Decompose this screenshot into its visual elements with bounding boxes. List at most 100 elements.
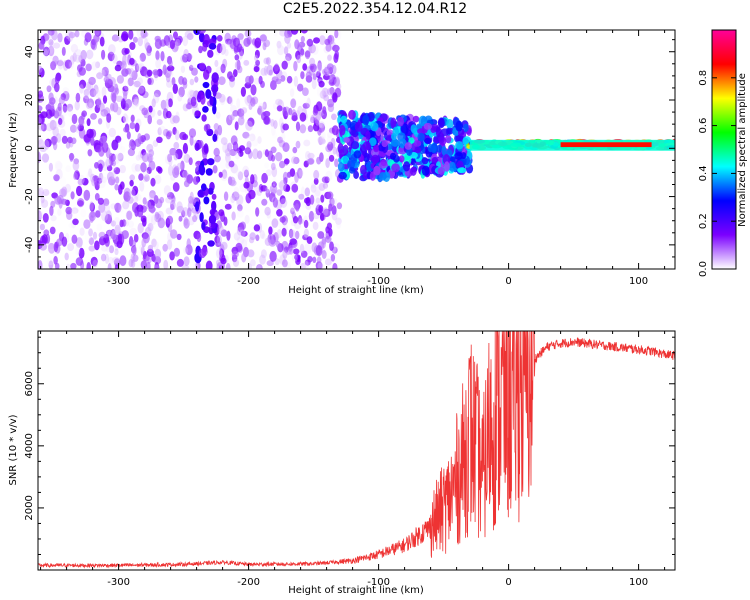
heatmap-cell [125, 68, 132, 75]
y-tick-label: -40 [24, 237, 35, 253]
heatmap-cell [68, 31, 76, 39]
heatmap-cell [153, 89, 161, 98]
x-tick-label: 100 [629, 276, 648, 287]
heatmap-cell [43, 49, 49, 59]
heatmap-cell [313, 169, 320, 180]
heatmap-cell [114, 248, 119, 256]
heatmap-cell [173, 31, 178, 40]
heatmap-cell [117, 233, 123, 245]
heatmap-cell [141, 238, 147, 248]
heatmap-cell [44, 33, 50, 41]
heatmap-cell [53, 255, 58, 265]
heatmap-cell [196, 93, 202, 103]
heatmap-cell [123, 90, 128, 101]
heatmap-cell [49, 119, 57, 131]
heatmap-cell [86, 262, 91, 269]
heatmap-cell [72, 218, 79, 226]
heatmap-cell [323, 94, 330, 102]
heatmap-cell [381, 139, 388, 148]
heatmap-cell [123, 79, 130, 91]
heatmap-cell [205, 123, 211, 131]
heatmap-cell [163, 35, 171, 46]
heatmap-cell [120, 98, 126, 110]
heatmap-cell [291, 183, 299, 193]
heatmap-cell [282, 249, 288, 259]
heatmap-cell [203, 69, 210, 80]
heatmap-cell [304, 187, 310, 197]
heatmap-cell [338, 171, 348, 180]
heatmap-cell [94, 162, 99, 169]
heatmap-cell [218, 209, 225, 217]
heatmap-cell [295, 121, 301, 132]
heatmap-cell [123, 115, 130, 124]
heatmap-cell [238, 150, 244, 157]
heatmap-cell [108, 245, 115, 254]
heatmap-cell [410, 124, 417, 134]
heatmap-cell [167, 153, 173, 163]
heatmap-cell [110, 103, 115, 112]
heatmap-cell [337, 143, 344, 154]
heatmap-cell [64, 59, 72, 69]
heatmap-cell [303, 219, 309, 229]
heatmap-cell [354, 121, 363, 132]
heatmap-cell [267, 150, 274, 162]
heatmap-cell [325, 158, 330, 169]
heatmap-cell [291, 253, 298, 262]
heatmap-cell [162, 243, 168, 252]
heatmap-cell [218, 143, 226, 152]
heatmap-cell [39, 96, 47, 106]
heatmap-cell [292, 248, 300, 255]
heatmap-cell [176, 258, 184, 267]
heatmap-cell [181, 210, 186, 218]
heatmap-cell [239, 221, 246, 231]
heatmap-cell [168, 165, 173, 176]
heatmap-cell [308, 210, 315, 222]
heatmap-cell [90, 137, 95, 146]
heatmap-cell [144, 38, 149, 49]
heatmap-cell [256, 189, 262, 196]
heatmap-cell [165, 131, 172, 140]
heatmap-cell [302, 63, 308, 71]
heatmap-cell [99, 36, 105, 47]
heatmap-cell [71, 234, 78, 244]
heatmap-cell [96, 72, 104, 80]
heatmap-cell [192, 215, 198, 223]
heatmap-cell [88, 102, 94, 111]
heatmap-cell [84, 32, 92, 43]
heatmap-cell [189, 60, 196, 68]
heatmap-cell [220, 43, 226, 55]
heatmap-cell [131, 98, 138, 110]
heatmap-cell [225, 152, 231, 163]
heatmap-cell [305, 150, 311, 161]
heatmap-cell [324, 258, 332, 266]
heatmap-cell [317, 231, 325, 239]
heatmap-cell [189, 191, 194, 203]
heatmap-cell [110, 91, 117, 102]
spectrogram-heatmap [38, 30, 675, 269]
heatmap-cell [270, 80, 277, 91]
heatmap-cell [38, 210, 42, 222]
heatmap-cell [55, 162, 64, 170]
heatmap-cell [327, 98, 335, 108]
heatmap-cell [272, 176, 277, 186]
heatmap-cell [83, 134, 91, 143]
heatmap-cell [245, 120, 253, 131]
heatmap-cell [240, 86, 246, 97]
heatmap-cell [219, 95, 226, 106]
heatmap-cell [337, 162, 345, 172]
heatmap-cell [165, 197, 173, 204]
heatmap-cell [172, 83, 178, 95]
heatmap-cell [51, 30, 58, 41]
heatmap-cell [365, 130, 371, 140]
heatmap-cell [235, 242, 243, 252]
heatmap-cell [166, 239, 173, 250]
heatmap-cell [152, 93, 160, 104]
heatmap-cell [205, 260, 213, 269]
heatmap-cell [148, 160, 156, 171]
heatmap-cell [97, 197, 104, 205]
heatmap-cell [157, 166, 163, 174]
heatmap-cell [317, 262, 324, 269]
heatmap-cell [106, 171, 115, 182]
heatmap-cell [61, 135, 68, 144]
